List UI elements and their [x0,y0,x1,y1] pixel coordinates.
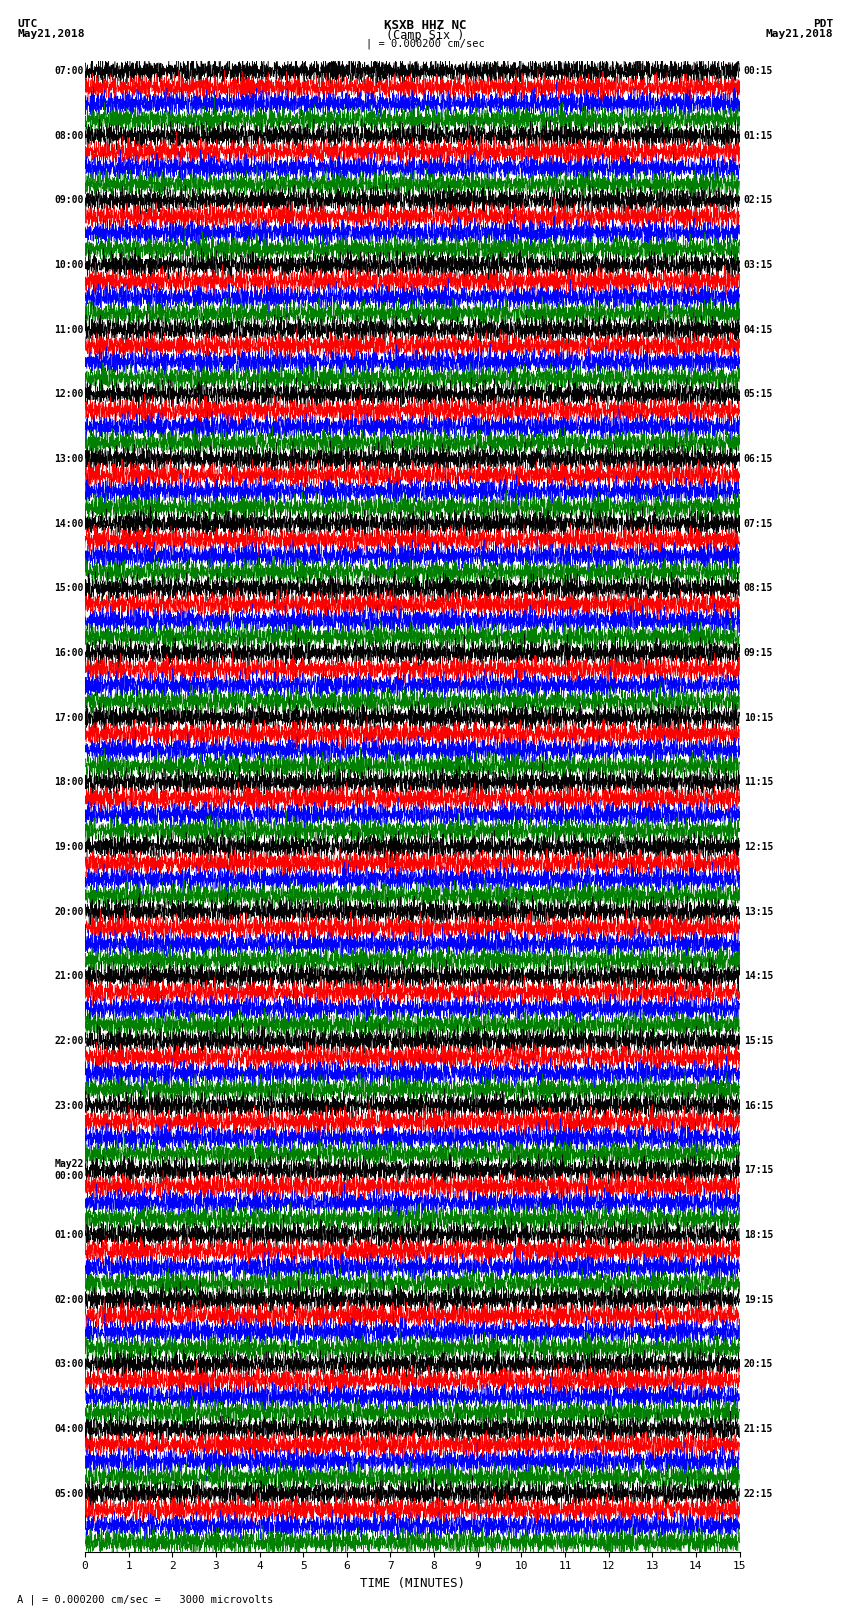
X-axis label: TIME (MINUTES): TIME (MINUTES) [360,1578,465,1590]
Text: 13:00: 13:00 [54,453,83,465]
Text: KSXB HHZ NC: KSXB HHZ NC [383,19,467,32]
Text: 01:00: 01:00 [54,1229,83,1240]
Text: | = 0.000200 cm/sec: | = 0.000200 cm/sec [366,39,484,50]
Text: 07:00: 07:00 [54,66,83,76]
Text: 10:00: 10:00 [54,260,83,269]
Text: 08:00: 08:00 [54,131,83,140]
Text: 02:15: 02:15 [744,195,774,205]
Text: 17:00: 17:00 [54,713,83,723]
Text: 21:00: 21:00 [54,971,83,981]
Text: 03:15: 03:15 [744,260,774,269]
Text: 03:00: 03:00 [54,1360,83,1369]
Text: A | = 0.000200 cm/sec =   3000 microvolts: A | = 0.000200 cm/sec = 3000 microvolts [17,1594,273,1605]
Text: 01:15: 01:15 [744,131,774,140]
Text: 19:15: 19:15 [744,1295,774,1305]
Text: 16:00: 16:00 [54,648,83,658]
Text: 05:15: 05:15 [744,389,774,400]
Text: 11:15: 11:15 [744,777,774,787]
Text: 13:15: 13:15 [744,907,774,916]
Text: 20:15: 20:15 [744,1360,774,1369]
Text: 00:15: 00:15 [744,66,774,76]
Text: 22:15: 22:15 [744,1489,774,1498]
Text: 09:15: 09:15 [744,648,774,658]
Text: 07:15: 07:15 [744,519,774,529]
Text: 18:00: 18:00 [54,777,83,787]
Text: 05:00: 05:00 [54,1489,83,1498]
Text: 17:15: 17:15 [744,1165,774,1176]
Text: PDT: PDT [813,19,833,29]
Text: 12:15: 12:15 [744,842,774,852]
Text: 21:15: 21:15 [744,1424,774,1434]
Text: 08:15: 08:15 [744,584,774,594]
Text: 19:00: 19:00 [54,842,83,852]
Text: (Camp Six ): (Camp Six ) [386,29,464,42]
Text: 15:15: 15:15 [744,1036,774,1045]
Text: 10:15: 10:15 [744,713,774,723]
Text: May21,2018: May21,2018 [766,29,833,39]
Text: 02:00: 02:00 [54,1295,83,1305]
Text: 12:00: 12:00 [54,389,83,400]
Text: 16:15: 16:15 [744,1100,774,1111]
Text: May21,2018: May21,2018 [17,29,84,39]
Text: 18:15: 18:15 [744,1229,774,1240]
Text: 04:15: 04:15 [744,324,774,334]
Text: 15:00: 15:00 [54,584,83,594]
Text: 11:00: 11:00 [54,324,83,334]
Text: 20:00: 20:00 [54,907,83,916]
Text: 14:15: 14:15 [744,971,774,981]
Text: UTC: UTC [17,19,37,29]
Text: 09:00: 09:00 [54,195,83,205]
Text: 06:15: 06:15 [744,453,774,465]
Text: 23:00: 23:00 [54,1100,83,1111]
Text: May22
00:00: May22 00:00 [54,1160,83,1181]
Text: 04:00: 04:00 [54,1424,83,1434]
Text: 22:00: 22:00 [54,1036,83,1045]
Text: 14:00: 14:00 [54,519,83,529]
